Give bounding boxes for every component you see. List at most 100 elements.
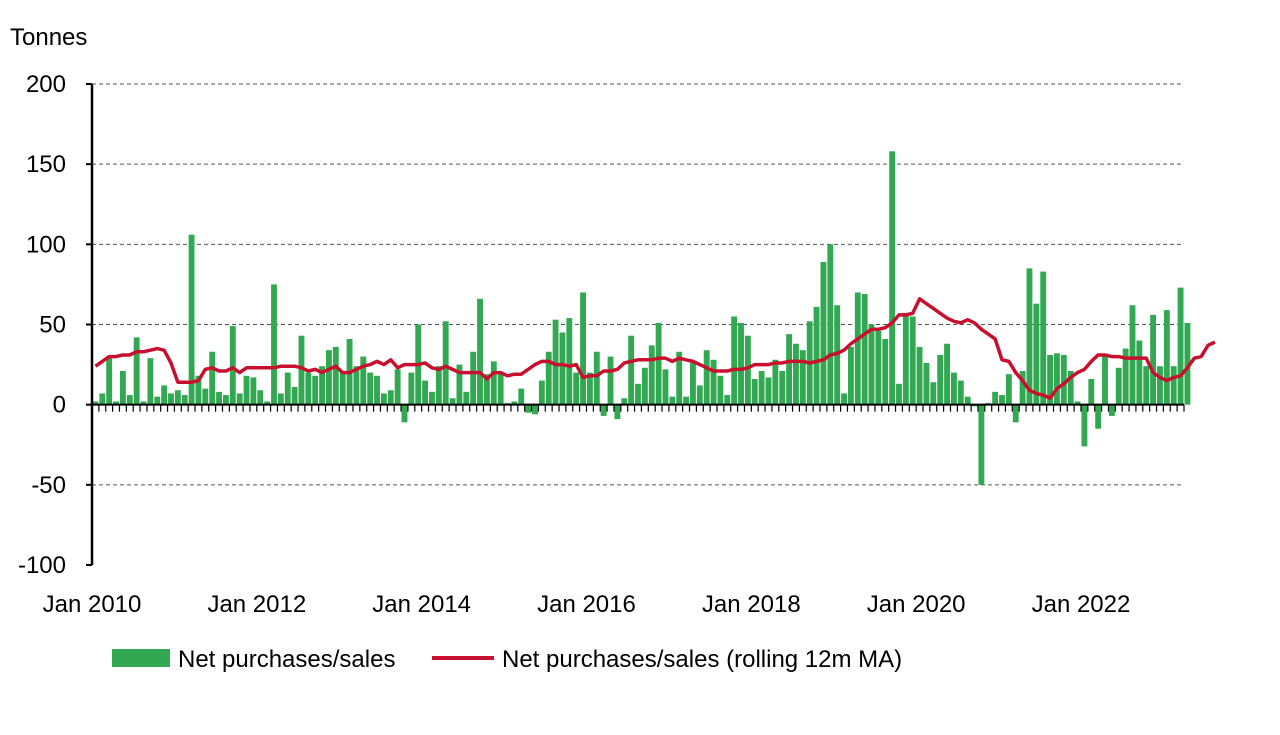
bar (305, 372, 312, 405)
bar (264, 401, 271, 405)
bar (490, 361, 497, 405)
bar (799, 350, 806, 405)
bar (772, 359, 779, 405)
x-tick-label: Jan 2012 (207, 591, 306, 618)
bar (380, 393, 387, 405)
legend: Net purchases/sales Net purchases/sales … (112, 646, 902, 673)
bar (586, 372, 593, 405)
bar (1054, 353, 1060, 405)
bar (841, 393, 847, 405)
bar (243, 375, 250, 405)
bar (696, 385, 703, 405)
bar (1026, 268, 1033, 405)
bar (847, 346, 854, 405)
bar (229, 326, 236, 405)
bar (621, 398, 628, 405)
bar (896, 383, 902, 405)
bar (580, 292, 586, 405)
bar (291, 387, 298, 405)
bar (779, 371, 786, 405)
bar (600, 404, 607, 416)
bar (793, 343, 799, 405)
bar (854, 292, 861, 405)
bar (477, 298, 483, 405)
bar (1047, 354, 1054, 405)
y-tick-labels: 200 150 100 50 0 -50 -100 (18, 71, 66, 579)
y-tick-label: 150 (26, 151, 66, 178)
bar (339, 372, 346, 405)
bar (786, 334, 793, 405)
bar (312, 375, 319, 405)
y-tick-label: 50 (39, 312, 66, 339)
bar (683, 396, 690, 405)
bar (511, 401, 518, 405)
bar (1136, 340, 1143, 405)
bar (1019, 371, 1026, 405)
bar (1157, 366, 1163, 405)
bar (326, 350, 332, 405)
bar (483, 374, 490, 405)
y-tick-label: 100 (26, 231, 66, 258)
bar (703, 350, 710, 405)
bar (930, 382, 937, 405)
bar (374, 375, 380, 405)
bar (188, 234, 195, 405)
bar (250, 377, 257, 405)
x-tick-label: Jan 2016 (537, 591, 636, 618)
bar (710, 359, 717, 405)
bar (813, 306, 820, 405)
x-tick-label: Jan 2020 (867, 591, 966, 618)
bar (1143, 366, 1150, 405)
bar (868, 324, 875, 405)
bar (1060, 354, 1067, 405)
bar (909, 316, 916, 405)
y-tick-label: -50 (31, 472, 66, 499)
bar (202, 388, 209, 405)
bar (635, 383, 641, 405)
bar (113, 401, 119, 405)
bar (216, 391, 222, 405)
bar (902, 313, 909, 405)
bar (614, 404, 621, 420)
bar (1122, 348, 1129, 405)
bar (861, 294, 868, 405)
legend-bar-label: Net purchases/sales (178, 646, 395, 673)
bar (387, 390, 394, 405)
legend-bar-swatch (112, 649, 170, 667)
bar-series (92, 151, 1191, 485)
bar (367, 372, 374, 405)
bar (559, 332, 566, 405)
bar (408, 372, 415, 405)
bar (648, 345, 655, 405)
bar (1163, 310, 1170, 405)
bar (916, 346, 923, 405)
y-axis-label: Tonnes (10, 24, 87, 51)
bar (923, 362, 930, 405)
bar (957, 380, 964, 405)
bar (1074, 401, 1081, 405)
bar (937, 354, 944, 405)
y-tick-label: 0 (53, 392, 66, 419)
bar (641, 367, 648, 405)
bar (518, 388, 525, 405)
x-tick-labels: Jan 2010 Jan 2012 Jan 2014 Jan 2016 Jan 2018… (43, 591, 1131, 618)
bar (875, 330, 882, 405)
bar (174, 390, 181, 405)
bar (827, 244, 834, 405)
bar (676, 351, 683, 405)
bar (744, 335, 751, 405)
bar (1108, 404, 1115, 416)
bar (655, 322, 662, 405)
bar (133, 337, 140, 405)
bar (882, 338, 889, 405)
x-tick-label: Jan 2022 (1032, 591, 1131, 618)
rolling-average-line (94, 297, 1216, 400)
bar (525, 404, 532, 413)
bar (662, 369, 669, 405)
bar (690, 362, 696, 405)
bar (497, 374, 504, 405)
bar (236, 393, 243, 405)
bar (607, 356, 614, 405)
bar (1177, 287, 1184, 405)
